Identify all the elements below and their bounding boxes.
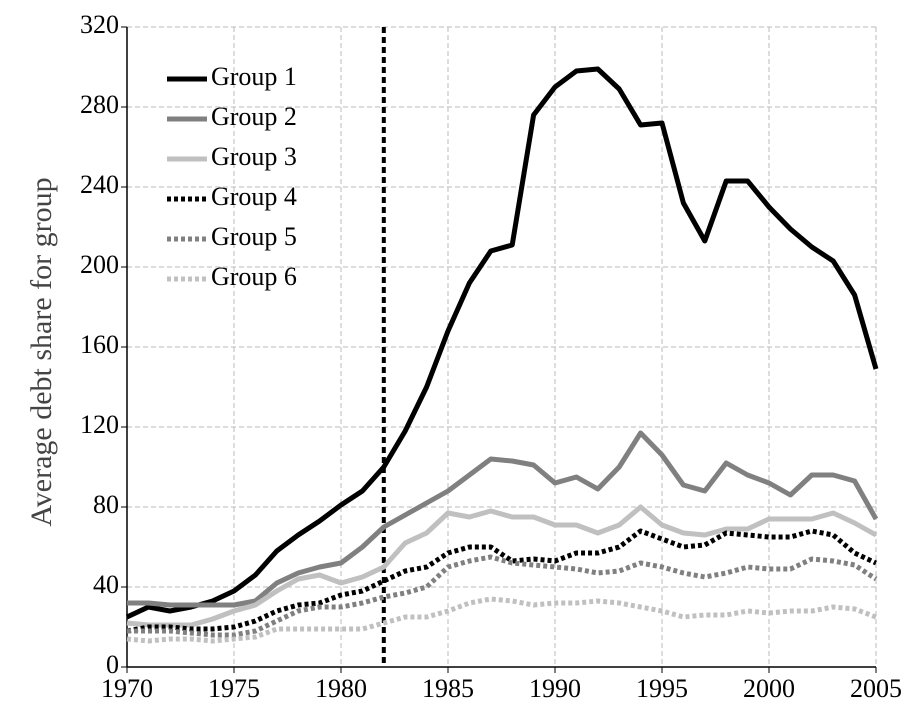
x-tick-label: 1995 xyxy=(636,674,688,703)
x-tick-label: 2000 xyxy=(743,674,795,703)
y-tick-label: 80 xyxy=(93,490,119,519)
x-tick-label: 1980 xyxy=(315,674,367,703)
y-tick-label: 320 xyxy=(80,10,119,39)
y-tick-label: 240 xyxy=(80,170,119,199)
x-tick-label: 2005 xyxy=(850,674,902,703)
x-tick-label: 1985 xyxy=(422,674,474,703)
series-line xyxy=(126,596,877,644)
y-tick-label: 200 xyxy=(80,250,119,279)
series-line xyxy=(127,554,878,638)
legend-label: Group 6 xyxy=(211,262,297,291)
legend-label: Group 1 xyxy=(211,62,297,91)
x-tick-label: 1990 xyxy=(529,674,581,703)
series-line xyxy=(126,504,878,628)
series-line xyxy=(125,66,879,620)
x-tick-label: 1970 xyxy=(101,674,153,703)
series-line xyxy=(126,528,878,634)
legend-label: Group 4 xyxy=(211,182,297,211)
y-tick-label: 120 xyxy=(80,410,119,439)
x-tick-label: 1975 xyxy=(208,674,260,703)
y-tick-label: 160 xyxy=(80,330,119,359)
legend-label: Group 5 xyxy=(211,222,297,251)
legend-label: Group 2 xyxy=(211,102,297,131)
y-tick-label: 280 xyxy=(80,90,119,119)
y-tick-label: 40 xyxy=(93,570,119,599)
y-tick-label: 0 xyxy=(106,650,119,679)
series-line xyxy=(127,430,879,608)
y-axis-label: Average debt share for group xyxy=(25,177,58,526)
legend-label: Group 3 xyxy=(211,142,297,171)
